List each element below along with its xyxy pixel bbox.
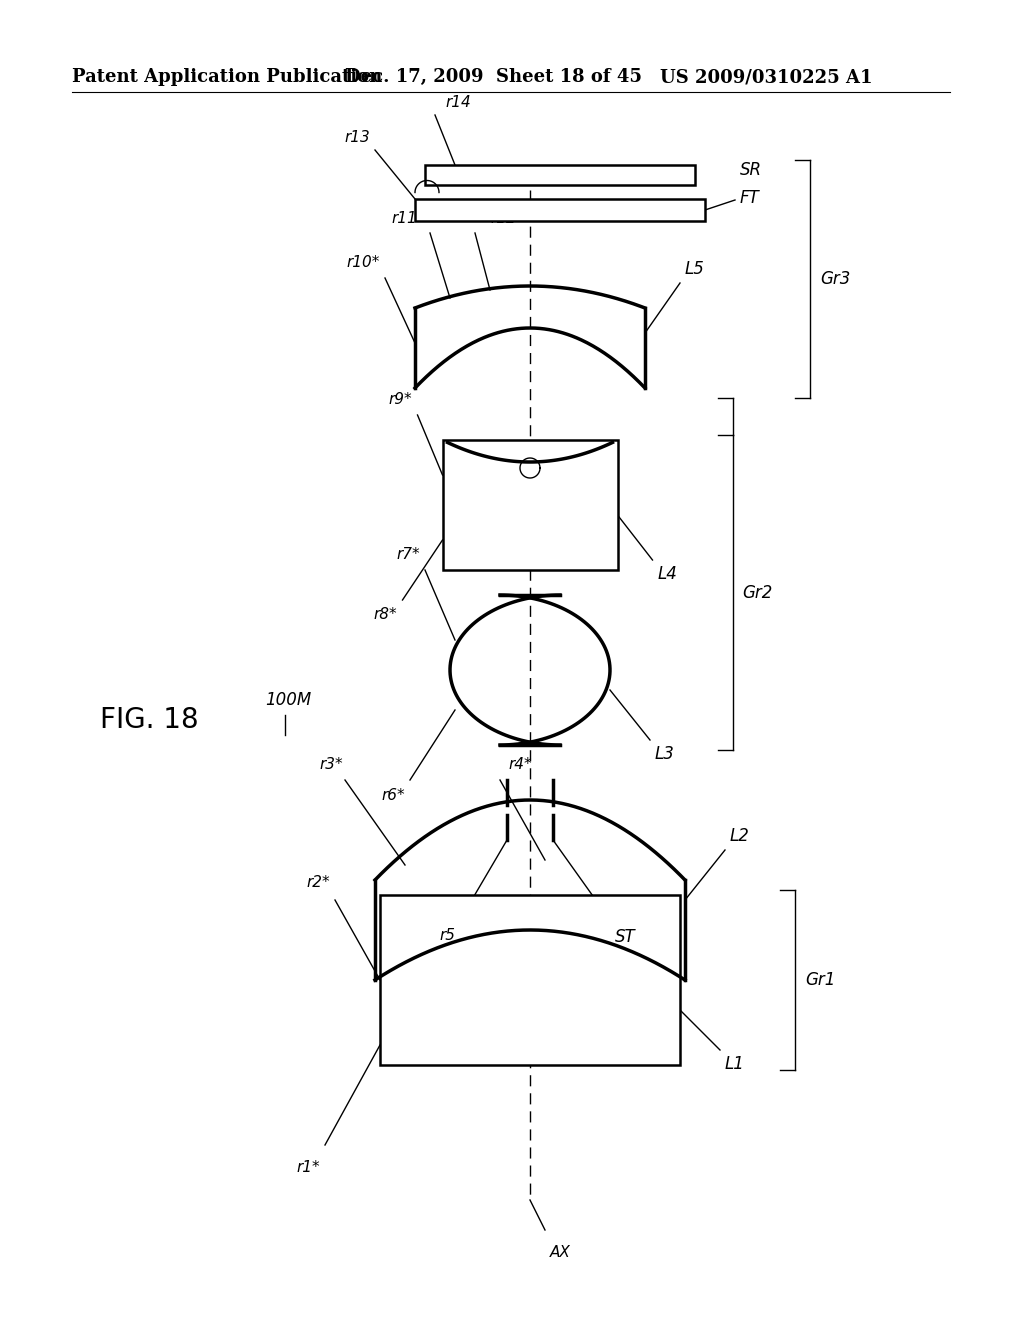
- Text: r13: r13: [344, 129, 370, 145]
- Text: r7*: r7*: [396, 546, 420, 562]
- Text: Dec. 17, 2009  Sheet 18 of 45: Dec. 17, 2009 Sheet 18 of 45: [345, 69, 642, 86]
- Text: r11*: r11*: [391, 211, 425, 226]
- Text: Gr3: Gr3: [820, 271, 850, 288]
- Text: r9*: r9*: [389, 392, 413, 407]
- Bar: [415, 199, 705, 220]
- Text: L1: L1: [725, 1055, 744, 1073]
- Text: AX: AX: [550, 1245, 570, 1261]
- Text: r6*: r6*: [381, 788, 406, 803]
- Text: L2: L2: [730, 828, 750, 845]
- Text: Patent Application Publication: Patent Application Publication: [72, 69, 382, 86]
- Text: r5: r5: [439, 928, 455, 942]
- Bar: [380, 895, 680, 1065]
- Text: r3*: r3*: [319, 756, 343, 772]
- Text: r12: r12: [490, 211, 516, 226]
- Text: r10*: r10*: [347, 255, 380, 271]
- Text: r8*: r8*: [374, 607, 397, 622]
- Text: FT: FT: [740, 189, 760, 207]
- Text: FIG. 18: FIG. 18: [100, 706, 199, 734]
- Text: ST: ST: [615, 928, 636, 946]
- Text: L4: L4: [657, 565, 677, 583]
- Text: r2*: r2*: [306, 875, 330, 890]
- Text: Gr1: Gr1: [805, 972, 836, 989]
- Text: SR: SR: [740, 161, 762, 180]
- Bar: [442, 440, 617, 570]
- Text: L3: L3: [655, 744, 675, 763]
- Text: r1*: r1*: [296, 1160, 319, 1175]
- Text: L5: L5: [685, 260, 705, 279]
- Text: US 2009/0310225 A1: US 2009/0310225 A1: [660, 69, 872, 86]
- Text: r4*: r4*: [508, 756, 531, 772]
- Text: r14: r14: [445, 95, 471, 110]
- Bar: [425, 165, 695, 185]
- Text: 100M: 100M: [265, 690, 311, 709]
- Text: Gr2: Gr2: [742, 583, 773, 602]
